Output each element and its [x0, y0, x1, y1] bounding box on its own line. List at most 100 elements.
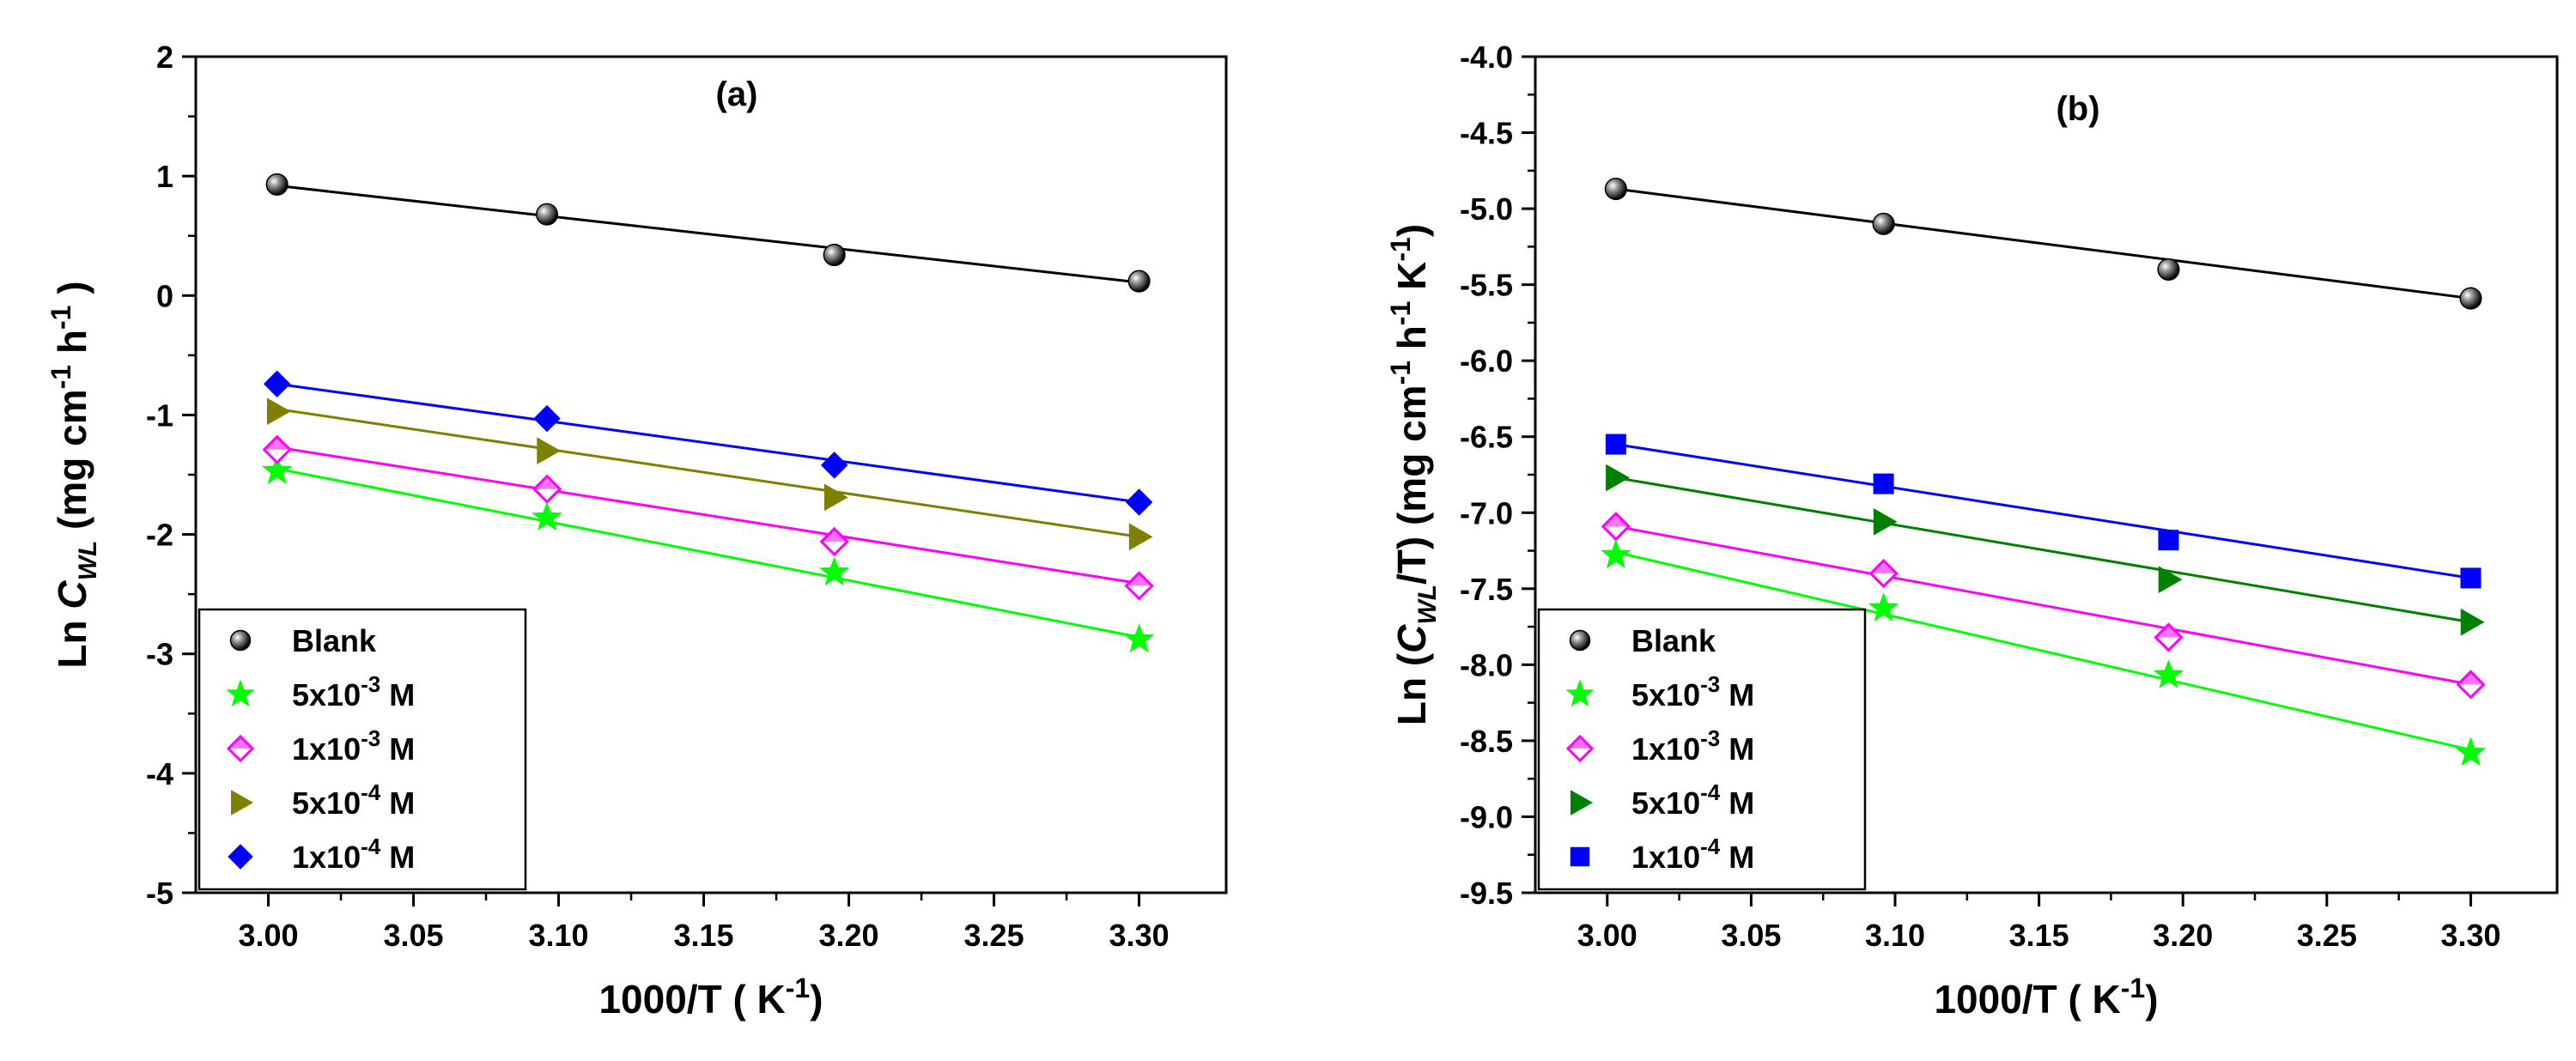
x-axis-label: 1000/T ( K-1) — [1934, 973, 2158, 1022]
x-tick-label: 3.20 — [819, 918, 879, 953]
legend-marker — [1571, 790, 1594, 815]
x-tick-label: 3.20 — [2153, 918, 2213, 953]
data-point — [1868, 592, 1899, 621]
data-point — [266, 397, 291, 426]
fit-line — [276, 407, 1139, 538]
data-point — [1123, 623, 1155, 653]
y-tick-label: -9.5 — [1460, 876, 1513, 911]
fit-line — [1615, 550, 2471, 751]
series-blank — [1604, 178, 2482, 310]
data-point — [2456, 670, 2486, 700]
y-tick-label: 2 — [156, 39, 173, 75]
data-point — [1127, 270, 1151, 293]
fit-line — [1615, 443, 2471, 579]
y-tick-label: -4.5 — [1460, 116, 1513, 151]
series-1x10-3-m — [1601, 512, 2486, 700]
series-5x10-4-m — [1606, 464, 2485, 636]
legend-entry: 5x10-3 M — [292, 671, 415, 712]
legend-entry: 5x10-4 M — [292, 779, 415, 821]
legend-marker — [1570, 846, 1590, 867]
fit-line — [276, 467, 1139, 639]
y-tick-label: -6.0 — [1460, 343, 1513, 379]
x-axis-label: 1000/T ( K-1) — [598, 973, 823, 1022]
fit-line — [276, 184, 1139, 284]
legend-marker — [231, 790, 254, 815]
x-tick-label: 3.15 — [674, 918, 734, 953]
x-tick-label: 3.30 — [2440, 918, 2500, 953]
y-tick-label: -1 — [146, 397, 173, 433]
legend-entry: Blank — [1631, 623, 1716, 658]
legend-marker — [226, 679, 255, 707]
data-point — [1873, 473, 1894, 494]
legend-marker — [1565, 734, 1595, 763]
legend-entry: 1x10-3 M — [292, 725, 415, 767]
fit-line — [1615, 187, 2471, 300]
data-point — [1873, 508, 1898, 536]
data-point — [537, 437, 562, 465]
x-tick-label: 3.05 — [1721, 918, 1781, 953]
legend-box — [197, 608, 527, 891]
data-point — [818, 556, 850, 586]
legend-entry: 1x10-3 M — [1631, 725, 1754, 767]
data-point — [823, 243, 846, 267]
legend-entry: 5x10-3 M — [1631, 671, 1754, 712]
legend-entry: 5x10-4 M — [1631, 779, 1754, 821]
x-tick-label: 3.25 — [2297, 918, 2357, 953]
data-point — [1868, 558, 1899, 589]
data-point — [823, 483, 848, 512]
data-point — [2153, 659, 2184, 688]
legend-entry: Blank — [292, 623, 377, 658]
data-point — [820, 452, 848, 479]
series-blank — [265, 173, 1151, 293]
data-point — [2460, 608, 2485, 636]
panel-label: (a) — [716, 76, 758, 113]
data-point — [2459, 287, 2482, 310]
x-tick-label: 3.00 — [1577, 918, 1637, 953]
data-point — [2158, 566, 2183, 594]
legend-marker — [228, 844, 253, 870]
data-point — [265, 173, 289, 196]
y-tick-label: -9.0 — [1460, 799, 1513, 834]
series-1x10-3-m — [262, 434, 1154, 601]
data-point — [1125, 488, 1153, 516]
data-point — [1601, 539, 1631, 568]
series-5x10-4-m — [266, 397, 1153, 551]
y-tick-label: -4 — [146, 756, 173, 791]
data-point — [1872, 212, 1895, 235]
x-tick-label: 3.15 — [2009, 918, 2069, 953]
x-tick-label: 3.25 — [964, 918, 1024, 953]
series-1x10-4-m — [263, 370, 1153, 516]
fit-line — [276, 446, 1139, 585]
y-tick-label: -8.5 — [1460, 724, 1513, 759]
y-tick-label: -5.5 — [1460, 268, 1513, 303]
fit-line — [276, 382, 1139, 504]
legend: Blank 5x10-3 M 1x10-3 M 5x10-4 M 1x10-4 M — [1537, 608, 1867, 891]
data-point — [2157, 258, 2180, 281]
y-tick-label: -3 — [146, 637, 173, 672]
legend-entry: 1x10-4 M — [292, 834, 415, 875]
data-point — [532, 474, 562, 504]
y-axis-label: Ln (CWL/T) (mg cm-1 h-1 K-1) — [1385, 224, 1442, 725]
data-point — [1124, 571, 1154, 601]
y-axis-label: Ln CWL (mg cm-1 h-1 ) — [46, 281, 102, 668]
x-tick-label: 3.00 — [238, 918, 298, 953]
data-point — [1128, 523, 1153, 551]
fit-line — [1615, 524, 2471, 686]
fit-line — [1615, 476, 2471, 624]
data-point — [533, 404, 561, 433]
y-tick-label: -4.0 — [1460, 39, 1513, 75]
y-tick-label: -6.5 — [1460, 420, 1513, 455]
panel-label: (b) — [2056, 90, 2099, 128]
data-point — [262, 434, 292, 464]
legend-marker — [226, 734, 255, 763]
data-point — [819, 526, 849, 557]
y-tick-label: 0 — [156, 278, 173, 313]
x-tick-label: 3.10 — [528, 918, 588, 953]
y-tick-label: -5 — [146, 876, 173, 911]
legend: Blank 5x10-3 M 1x10-3 M 5x10-4 M 1x10-4 M — [197, 608, 527, 891]
x-tick-label: 3.30 — [1109, 918, 1170, 953]
data-point — [1605, 433, 1626, 455]
data-point — [263, 370, 291, 397]
data-point — [261, 455, 293, 484]
